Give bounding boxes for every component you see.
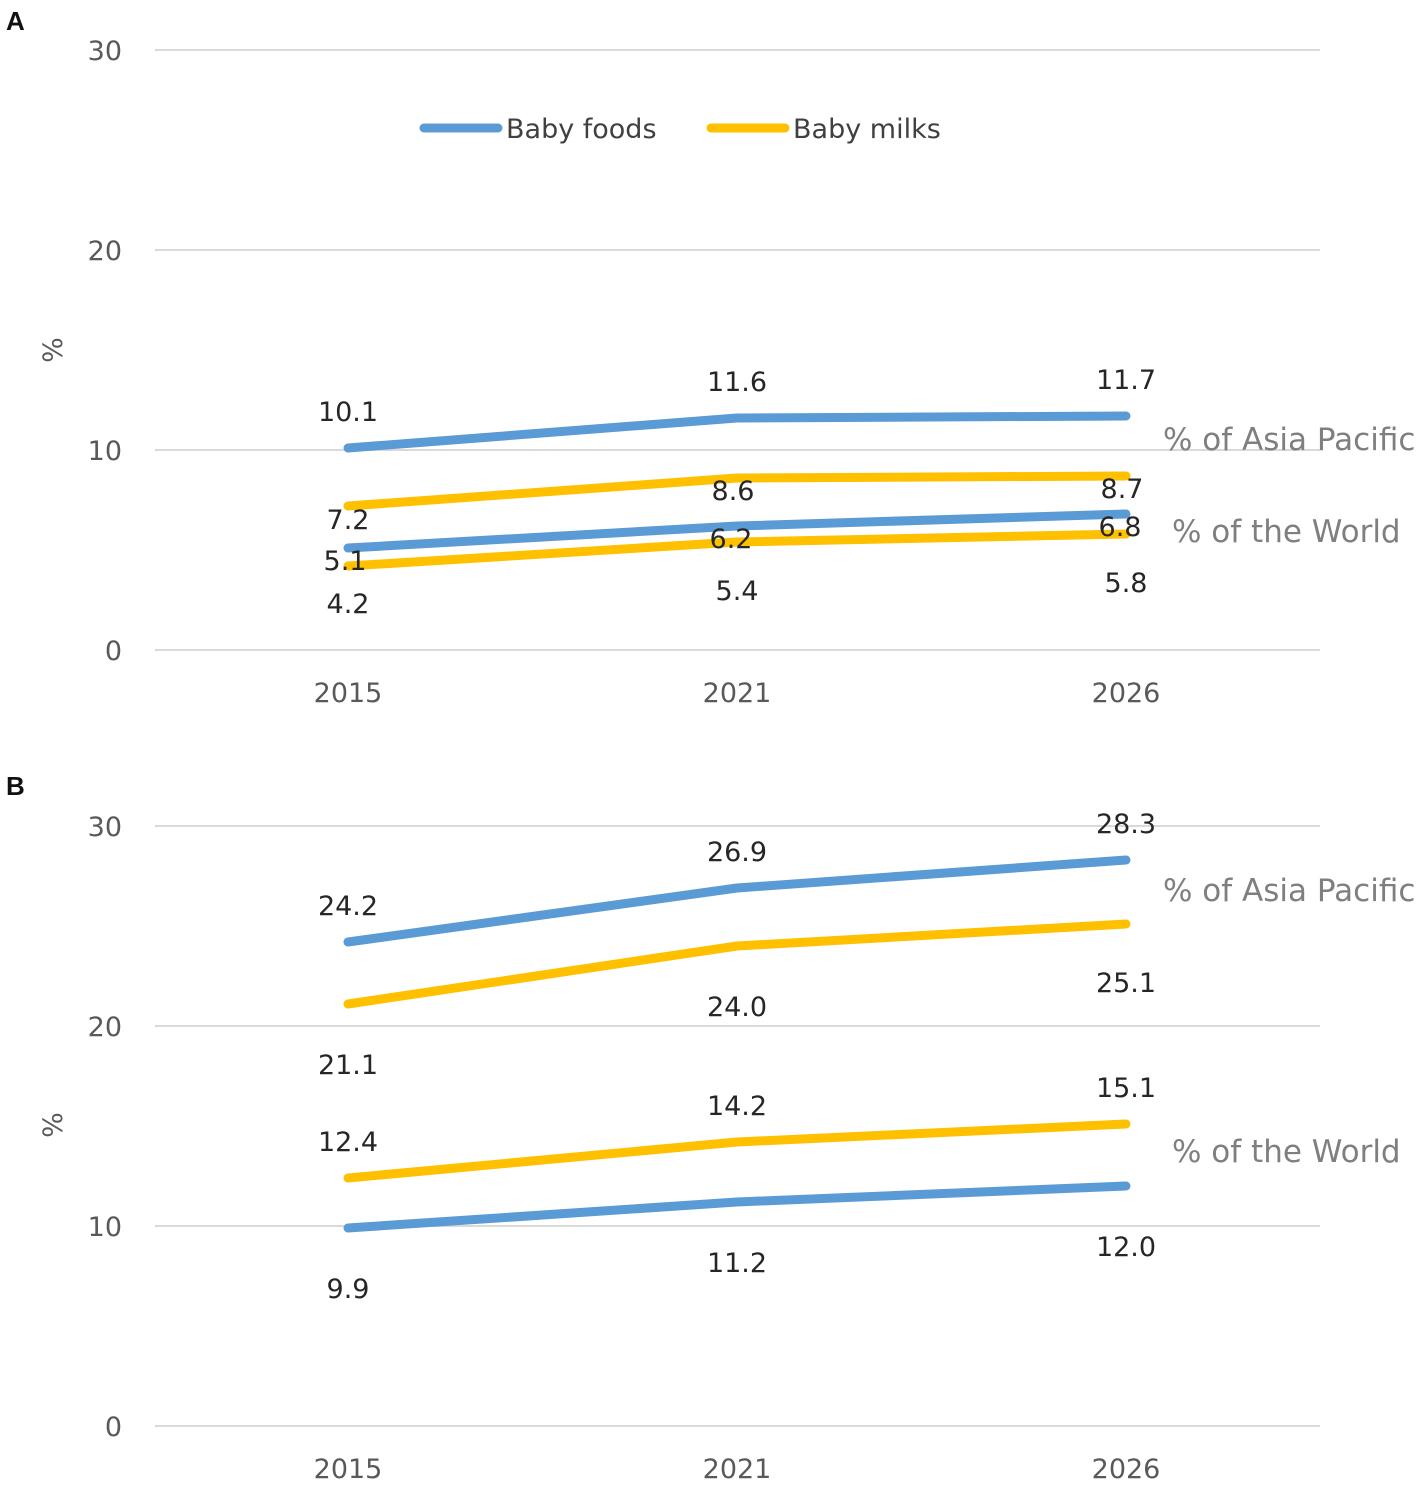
panel-b-data-label-baby-foods-world-2021: 11.2 [707, 1248, 767, 1279]
panel-b-x-tick-2021: 2021 [703, 1454, 772, 1485]
panel-b-line-baby-foods-world [343, 1181, 1131, 1233]
panel-a-asia-pacific-label: % of Asia Pacific [1163, 422, 1415, 458]
panel-b-data-label-baby-milks-world-2015: 12.4 [318, 1127, 378, 1158]
panel-a-data-label-baby-milks-asia-pacific-2015: 7.2 [327, 505, 370, 536]
panel-b-line-baby-foods-asia-pacific [343, 855, 1131, 947]
legend-baby-foods-label: Baby foods [506, 114, 657, 145]
panel-a-line-baby-foods-asia-pacific [343, 411, 1131, 453]
panel-a: A 0 10 20 30 % 2015 2021 2026 Baby foods Baby… [6, 6, 1415, 709]
panel-b-data-label-baby-foods-asia-pacific-2015: 24.2 [318, 891, 378, 922]
panel-a-y-tick-20: 20 [88, 236, 122, 267]
panel-b-y-tick-20: 20 [88, 1012, 122, 1043]
panel-b-series [343, 855, 1131, 1233]
panel-b-world-label: % of the World [1172, 1134, 1401, 1170]
panel-a-y-tick-0: 0 [105, 636, 122, 667]
legend-baby-milks-label: Baby milks [793, 114, 941, 145]
panel-b-data-label-baby-milks-world-2026: 15.1 [1096, 1073, 1156, 1104]
panel-b-data-label-baby-milks-asia-pacific-2026: 25.1 [1096, 968, 1156, 999]
panel-a-data-label-baby-foods-world-2015: 5.1 [324, 546, 367, 577]
panel-a-data-label-baby-milks-world-2021: 5.4 [716, 576, 759, 607]
panel-a-y-tick-10: 10 [88, 436, 122, 467]
panel-a-y-axis-label: % [38, 337, 69, 363]
panel-a-x-tick-2021: 2021 [703, 678, 772, 709]
panel-b-asia-pacific-label: % of Asia Pacific [1163, 873, 1415, 909]
panel-a-data-labels: 10.1 11.6 11.7 7.2 8.6 8.7 5.1 6.2 6.8 4.2 5.4 5.8 [318, 365, 1156, 620]
panel-b-letter: B [6, 771, 25, 801]
panel-a-data-label-baby-foods-world-2026: 6.8 [1099, 512, 1142, 543]
panel-b-data-label-baby-foods-asia-pacific-2026: 28.3 [1096, 809, 1156, 840]
panel-a-x-tick-2015: 2015 [314, 678, 383, 709]
panel-a-data-label-baby-milks-world-2015: 4.2 [327, 589, 370, 620]
panel-b-data-label-baby-foods-asia-pacific-2021: 26.9 [707, 837, 767, 868]
panel-a-x-tick-2026: 2026 [1092, 678, 1161, 709]
panel-b-data-label-baby-foods-world-2015: 9.9 [327, 1274, 370, 1305]
panel-a-data-label-baby-foods-world-2021: 6.2 [710, 524, 753, 555]
panel-b-data-labels: 24.2 26.9 28.3 21.1 24.0 25.1 12.4 14.2 15.1 9.9 1… [318, 809, 1156, 1305]
panel-b-data-label-baby-milks-asia-pacific-2021: 24.0 [707, 992, 767, 1023]
panel-b-line-baby-milks-world [343, 1119, 1131, 1183]
panel-a-data-label-baby-milks-world-2026: 5.8 [1105, 568, 1148, 599]
panel-b-y-tick-10: 10 [88, 1212, 122, 1243]
panel-b-x-tick-2026: 2026 [1092, 1454, 1161, 1485]
panel-b-y-tick-0: 0 [105, 1412, 122, 1443]
panel-b-y-tick-30: 30 [88, 812, 122, 843]
panel-b-x-ticks: 2015 2021 2026 [314, 1454, 1161, 1485]
panel-a-data-label-baby-milks-asia-pacific-2021: 8.6 [712, 476, 755, 507]
panel-b-x-tick-2015: 2015 [314, 1454, 383, 1485]
panel-b-data-label-baby-milks-asia-pacific-2015: 21.1 [318, 1050, 378, 1081]
panel-a-x-ticks: 2015 2021 2026 [314, 678, 1161, 709]
panel-a-line-baby-milks-world [343, 529, 1131, 571]
panel-a-data-label-baby-foods-asia-pacific-2026: 11.7 [1096, 365, 1156, 396]
panel-a-data-label-baby-milks-asia-pacific-2026: 8.7 [1101, 474, 1144, 505]
panel-a-y-tick-30: 30 [88, 36, 122, 67]
panel-a-line-baby-foods-world [343, 509, 1131, 553]
panel-a-data-label-baby-foods-asia-pacific-2021: 11.6 [707, 367, 767, 398]
panel-a-letter: A [6, 6, 25, 36]
panel-b-y-ticks: 0 10 20 30 [88, 812, 122, 1443]
panel-b-data-label-baby-milks-world-2021: 14.2 [707, 1091, 767, 1122]
panel-a-data-label-baby-foods-asia-pacific-2015: 10.1 [318, 397, 378, 428]
panel-a-series [343, 411, 1131, 571]
panel-b-line-baby-milks-asia-pacific [343, 919, 1131, 1009]
panel-a-y-ticks: 0 10 20 30 [88, 36, 122, 667]
panel-a-line-baby-milks-asia-pacific [343, 471, 1131, 511]
legend: Baby foods Baby milks [419, 114, 941, 145]
panel-b-y-axis-label: % [38, 1112, 69, 1138]
panel-b-data-label-baby-foods-world-2026: 12.0 [1096, 1232, 1156, 1263]
panel-a-world-label: % of the World [1172, 514, 1401, 550]
panel-b: B 0 10 20 30 % 2015 2021 2026 24.2 26.9 28.3 21.… [6, 771, 1415, 1485]
